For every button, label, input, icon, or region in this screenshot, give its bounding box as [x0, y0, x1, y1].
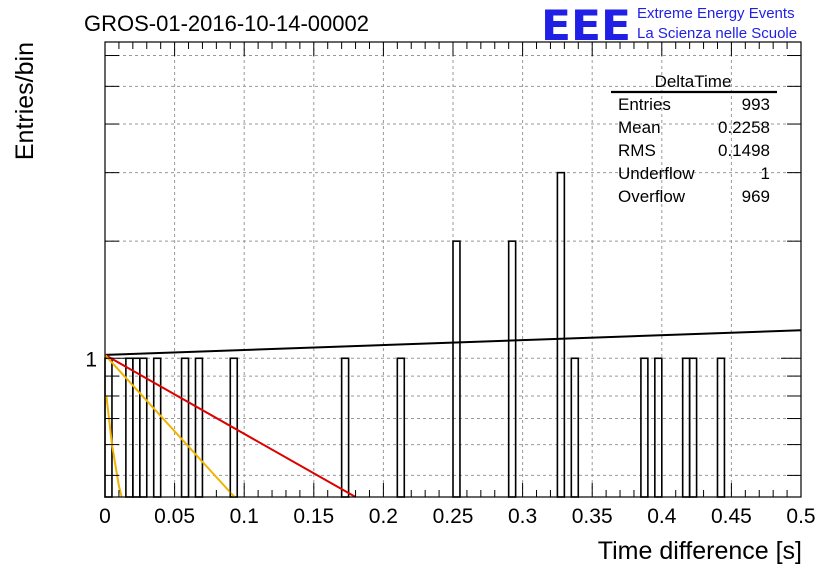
- x-tick-label: 0.2: [369, 505, 398, 528]
- histogram-bar: [507, 240, 517, 498]
- x-tick-label: 0.45: [711, 505, 752, 528]
- stats-box-title: DeltaTime: [655, 72, 732, 91]
- histogram-bar: [396, 357, 406, 498]
- histogram-bar: [688, 357, 698, 498]
- x-tick-label: 0: [99, 505, 111, 528]
- stats-value-rms: 0.1498: [718, 141, 770, 160]
- stats-label-overflow: Overflow: [618, 187, 686, 206]
- stats-value-underflow: 1: [761, 164, 770, 183]
- stats-box: DeltaTime Entries 993 Mean 0.2258 RMS 0.…: [611, 72, 777, 206]
- x-tick-label: 0.3: [508, 505, 537, 528]
- fit-line: [105, 395, 123, 498]
- x-tick-labels: 0 0.05 0.1 0.15 0.2 0.25 0.3 0.35 0.4 0.45 0.5: [99, 505, 815, 528]
- histogram-bar: [654, 357, 663, 498]
- logo-line-1: Extreme Energy Events: [637, 5, 795, 22]
- fit-line: [104, 329, 802, 356]
- x-tick-label: 0.05: [154, 505, 195, 528]
- histogram-bar: [340, 357, 350, 498]
- x-tick-label: 0.5: [786, 505, 815, 528]
- histogram-bar: [640, 357, 649, 498]
- x-tick-label: 0.4: [647, 505, 677, 528]
- stats-label-entries: Entries: [618, 95, 671, 114]
- axis-ticks: [104, 42, 802, 497]
- y-axis-label: Entries/bin: [11, 42, 39, 160]
- histogram-bar: [570, 357, 580, 498]
- stats-label-underflow: Underflow: [618, 164, 695, 183]
- histogram-bar: [152, 357, 162, 498]
- x-tick-label: 0.25: [433, 505, 474, 528]
- histogram-bar: [194, 357, 204, 498]
- logo-line-2: La Scienza nelle Scuole: [637, 25, 797, 42]
- x-tick-label: 0.15: [293, 505, 334, 528]
- y-tick-label: 1: [85, 348, 97, 371]
- histogram-bar: [132, 357, 141, 498]
- x-tick-label: 0.35: [572, 505, 613, 528]
- x-axis-label: Time difference [s]: [598, 537, 802, 565]
- y-tick-labels: 1: [85, 348, 97, 371]
- stats-label-rms: RMS: [618, 141, 656, 160]
- eee-logo: EEE: [541, 1, 631, 50]
- histogram-bar: [716, 357, 726, 498]
- run-title: GROS-01-2016-10-14-00002: [84, 11, 369, 36]
- histogram-bar: [681, 357, 691, 498]
- fit-line: [104, 354, 236, 498]
- fit-line: [104, 354, 357, 498]
- histogram-bars: [104, 171, 726, 498]
- histogram-bar: [180, 357, 190, 498]
- x-tick-label: 0.1: [230, 505, 259, 528]
- stats-value-entries: 993: [742, 95, 770, 114]
- histogram-bar: [556, 171, 566, 498]
- fit-lines: [104, 329, 802, 498]
- stats-value-mean: 0.2258: [718, 118, 770, 137]
- stats-value-overflow: 969: [742, 187, 770, 206]
- histogram-bar: [452, 240, 461, 498]
- stats-label-mean: Mean: [618, 118, 661, 137]
